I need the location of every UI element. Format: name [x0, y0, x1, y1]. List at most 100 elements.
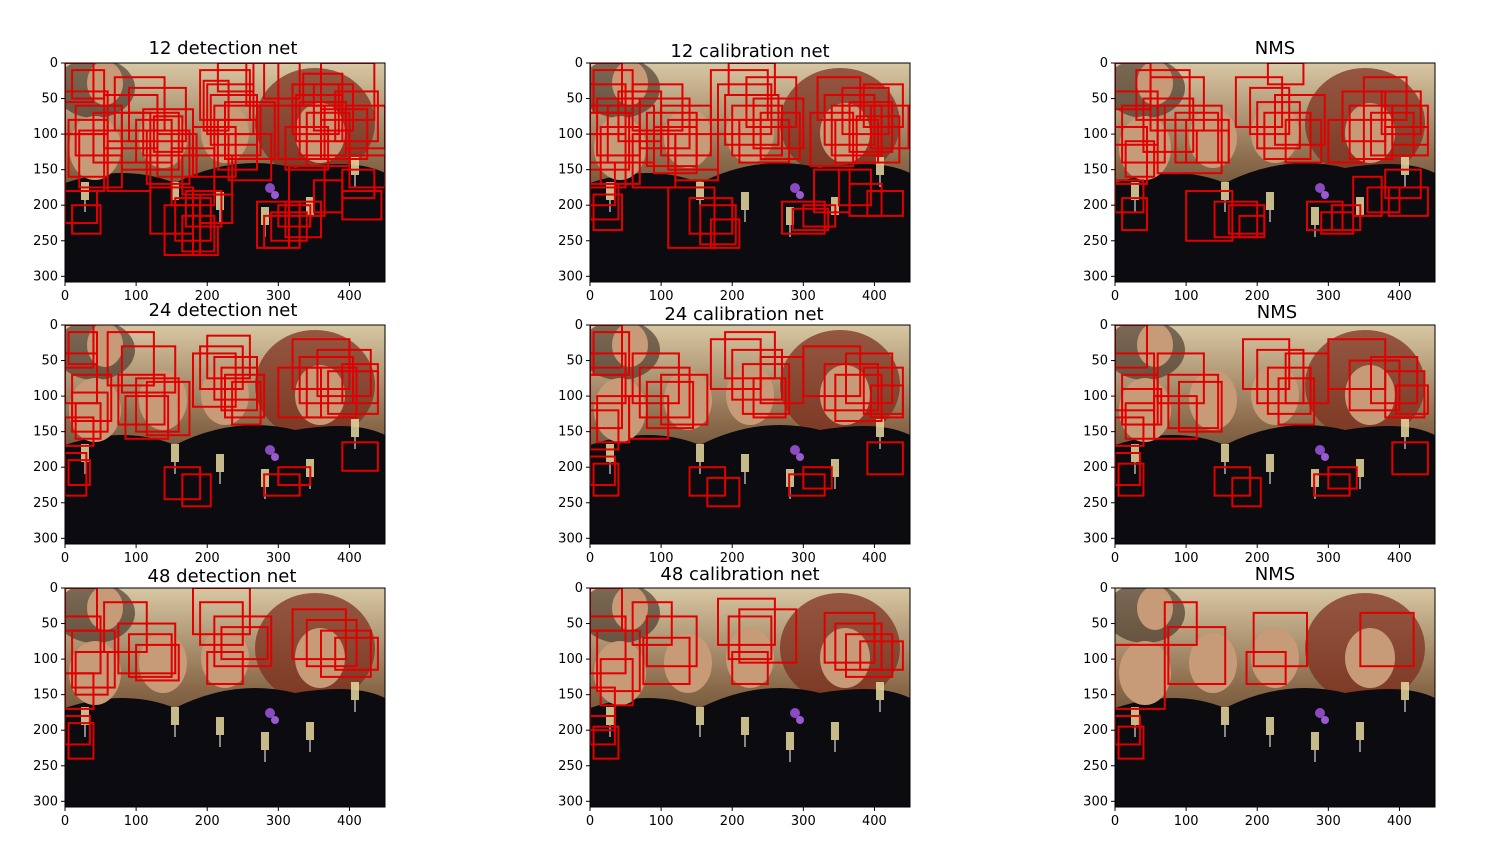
bounding-box	[802, 466, 833, 490]
detection-boxes	[65, 588, 379, 760]
bounding-box	[866, 441, 904, 476]
subplot-title-8: 48 calibration net	[660, 564, 820, 585]
bounding-box	[1384, 168, 1422, 200]
bounding-box	[312, 83, 354, 132]
photo-image	[590, 588, 910, 807]
bounding-box	[1195, 129, 1230, 164]
subplot-9: 0 100 200 300 400 0 50 100 150 200 250 300	[1083, 581, 1436, 825]
bounding-box	[596, 629, 641, 693]
bounding-box	[592, 725, 620, 760]
bounding-box	[590, 455, 616, 486]
bounding-box	[1124, 140, 1156, 178]
bounding-box	[1115, 416, 1145, 447]
bounding-box	[1313, 473, 1351, 497]
bounding-box	[628, 395, 670, 440]
x-tick-label: 200	[720, 289, 745, 300]
bounding-box	[781, 200, 826, 235]
y-tick-label: 250	[1083, 234, 1108, 249]
y-tick-label: 100	[33, 652, 58, 667]
x-tick-label: 300	[1316, 551, 1341, 562]
y-tick-label: 150	[1083, 688, 1108, 703]
detection-boxes	[590, 588, 904, 760]
bounding-box	[731, 104, 784, 157]
bounding-box	[1167, 373, 1220, 430]
bounding-box	[590, 686, 616, 732]
subplot-4: 0 100 200 300 400 0 50 100 150 200 250 300	[33, 318, 386, 562]
bounding-box	[667, 186, 716, 249]
bounding-box	[71, 391, 109, 433]
bounding-box	[709, 218, 741, 249]
bounding-box	[645, 380, 695, 430]
detection-boxes	[65, 325, 379, 508]
bounding-box	[1327, 466, 1358, 490]
bounding-box	[660, 104, 712, 157]
x-tick-label: 200	[195, 289, 220, 300]
x-tick-label: 100	[1174, 551, 1199, 562]
y-tick-label: 300	[33, 531, 58, 546]
bounding-box	[592, 462, 620, 497]
bounding-box	[1263, 111, 1312, 160]
bounding-box	[120, 345, 177, 394]
bounding-box	[106, 331, 155, 387]
bounding-box	[1142, 97, 1195, 153]
y-tick-label: 150	[33, 163, 58, 178]
bounding-box	[1266, 366, 1312, 415]
bounding-box	[752, 377, 787, 419]
y-tick-label: 300	[1083, 269, 1108, 284]
x-tick-label: 400	[1387, 289, 1412, 300]
bounding-box	[631, 601, 673, 646]
bounding-box	[1252, 611, 1309, 668]
subplot-title-2: 12 calibration net	[670, 41, 830, 62]
x-tick-label: 300	[266, 289, 291, 300]
bounding-box	[1115, 714, 1141, 746]
bounding-box	[1266, 63, 1305, 86]
photo-image	[1115, 588, 1435, 807]
bounding-box	[841, 86, 890, 136]
bounding-box	[202, 79, 230, 132]
x-tick-label: 0	[61, 814, 69, 825]
y-tick-label: 0	[1100, 56, 1108, 71]
bounding-box	[71, 204, 102, 235]
subplot-3: 0 100 200 300 400 0 50 100 150 200 250 300	[1083, 56, 1436, 300]
x-tick-label: 300	[266, 551, 291, 562]
axes-frame	[589, 587, 911, 808]
bounding-box	[220, 366, 258, 412]
y-tick-label: 200	[33, 723, 58, 738]
x-tick-label: 300	[791, 551, 816, 562]
bounding-box	[1153, 395, 1198, 440]
bounding-box	[802, 345, 862, 398]
y-tick-label: 250	[1083, 496, 1108, 511]
bounding-box	[590, 325, 623, 369]
bounding-box	[727, 615, 773, 661]
x-tick-label: 0	[1111, 551, 1119, 562]
bounding-box	[320, 108, 369, 160]
bounding-box	[1370, 355, 1419, 405]
subplot-title-1: 12 detection net	[148, 38, 298, 59]
y-tick-label: 100	[1083, 389, 1108, 404]
bounding-box	[1117, 725, 1145, 760]
bounding-box	[163, 204, 202, 256]
y-tick-label: 250	[558, 759, 583, 774]
detection-boxes	[1115, 325, 1429, 508]
bounding-box	[645, 615, 698, 668]
x-tick-label: 200	[1245, 551, 1270, 562]
subplot-5: 0 100 200 300 400 0 50 100 150 200 250 300	[558, 318, 911, 562]
bounding-box	[1391, 441, 1429, 476]
bounding-box	[717, 597, 776, 646]
x-tick-label: 400	[337, 289, 362, 300]
x-tick-label: 400	[1387, 551, 1412, 562]
bounding-box	[103, 93, 159, 150]
bounding-box	[638, 366, 691, 419]
bounding-box	[284, 125, 330, 171]
y-tick-label: 300	[558, 794, 583, 809]
bounding-box	[192, 352, 237, 408]
bounding-box	[216, 118, 258, 171]
y-tick-label: 0	[1100, 581, 1108, 596]
x-tick-label: 100	[649, 814, 674, 825]
bounding-box	[334, 636, 379, 671]
bounding-box	[181, 214, 216, 253]
subplot-2: 0 100 200 300 400 0 50 100 150 200 250 300	[558, 56, 911, 300]
bounding-box	[638, 97, 691, 150]
bounding-box	[631, 83, 684, 132]
bounding-box	[745, 76, 798, 128]
